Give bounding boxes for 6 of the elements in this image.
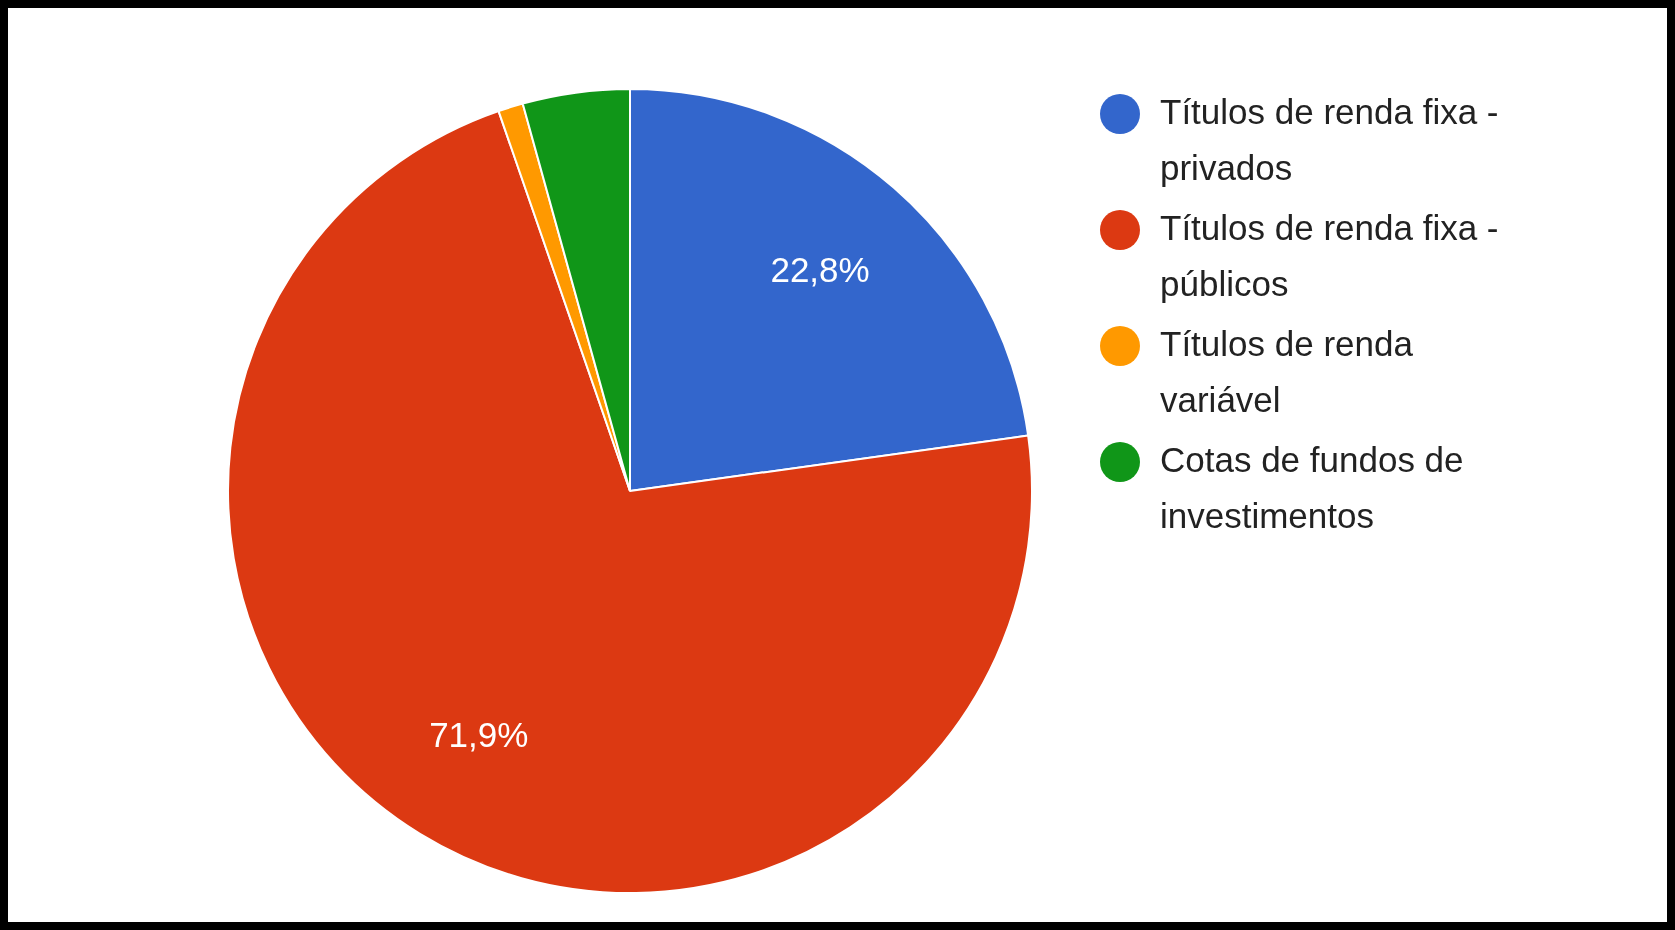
legend-label: Títulos de renda fixa - privados xyxy=(1160,91,1500,189)
legend-label: Cotas de fundos de investimentos xyxy=(1160,439,1465,537)
data-label: 71,9% xyxy=(429,715,529,755)
legend-label: Títulos de renda fixa - públicos xyxy=(1160,207,1500,305)
legend-label: Títulos de renda variável xyxy=(1160,323,1414,421)
data-label: 22,8% xyxy=(770,250,870,290)
